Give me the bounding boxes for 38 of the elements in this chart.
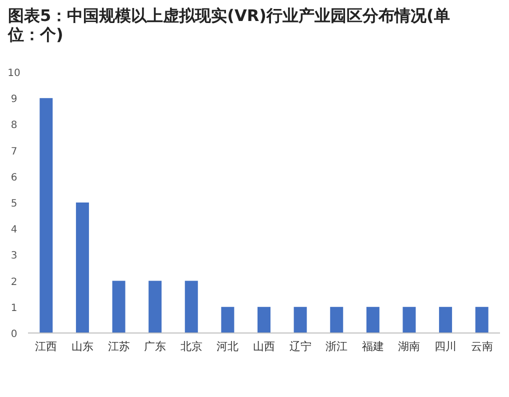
bar [366,306,380,333]
bar [76,202,89,333]
y-tick-label: 7 [10,146,18,158]
x-tick-label: 江西 [35,340,58,353]
bar [475,306,488,333]
bar [112,280,126,333]
y-tick-label: 9 [10,94,18,106]
y-tick-label: 0 [10,329,18,340]
bar [148,280,162,333]
x-tick-label: 江苏 [108,340,130,353]
bar [294,306,307,333]
x-tick-label: 北京 [180,340,202,353]
bar [184,280,198,333]
x-tick-label: 辽宁 [289,340,312,353]
x-tick-label: 浙江 [326,340,348,353]
x-tick-label: 福建 [362,340,384,353]
y-tick-label: 5 [10,198,18,210]
y-tick-label: 4 [10,224,18,236]
x-tick-label: 河北 [216,340,239,353]
chart-title: 图表5：中国规模以上虚拟现实(VR)行业产业园区分布情况(单位：个) [8,6,451,44]
y-tick-label: 1 [10,302,18,314]
bar [330,306,344,333]
x-tick-label: 湖南 [398,340,420,353]
x-tick-label: 山西 [253,340,275,353]
x-tick-label: 山东 [71,340,94,353]
bar [439,306,452,333]
y-tick-label: 6 [10,172,18,184]
bar [221,306,234,333]
x-tick-label: 云南 [470,340,493,353]
bar [258,306,270,333]
y-tick-label: 10 [8,68,20,79]
x-tick-label: 四川 [434,340,457,353]
bar [402,306,416,333]
y-tick-label: 3 [10,250,18,262]
x-tick-label: 广东 [144,340,166,353]
y-tick-label: 2 [10,276,18,288]
y-tick-label: 8 [10,120,18,132]
bar [40,98,53,333]
